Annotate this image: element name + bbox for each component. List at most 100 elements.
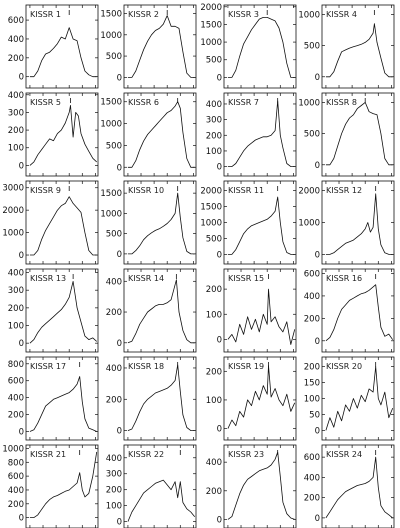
panel-23-frame (223, 444, 297, 528)
panel-11-ytick-label-0: 0 (217, 250, 222, 260)
panel-2-ytick-label-1: 500 (106, 52, 122, 62)
panel-2-ytick-label-0: 0 (117, 73, 122, 83)
panel-9-spectrum-line (29, 196, 97, 256)
panel-19-spectrum-line (227, 365, 296, 429)
panel-4-label: KISSR 4 (326, 10, 357, 19)
panel-11-ytick-label-1: 500 (206, 234, 222, 244)
panel-19-ytick-label-1: 100 (206, 396, 222, 406)
panel-23-ytick-label-0: 0 (217, 515, 222, 525)
panel-16-label: KISSR 16 (326, 274, 362, 283)
panel-16-ytick-label-1: 200 (304, 314, 320, 324)
panel-10-ytick-label-2: 1000 (100, 209, 122, 219)
panel-22-ytick-label-4: 400 (106, 454, 122, 464)
panel-12-spectrum-line (325, 193, 393, 255)
panel-7-ytick-label-0: 0 (217, 163, 222, 173)
panel-1: 0 200 400 600 KISSR 1 (8, 4, 99, 89)
panel-13-ytick-label-1: 100 (8, 322, 24, 332)
panel-21-ytick-label-4: 800 (8, 458, 24, 468)
panel-2-label: KISSR 2 (128, 10, 159, 19)
panel-17-label: KISSR 17 (30, 362, 66, 371)
panel-17-ytick-label-1: 200 (8, 411, 24, 421)
panel-17-spectrum-line (29, 376, 97, 432)
panel-9-ytick-label-3: 3000 (2, 184, 24, 194)
panel-11-ytick-label-3: 1500 (200, 203, 222, 213)
panel-21-ytick-label-2: 400 (8, 486, 24, 496)
panel-15-frame (223, 268, 297, 353)
panel-1-ytick-label-1: 200 (8, 54, 24, 64)
panel-10-frame (123, 180, 197, 265)
panel-14-spectrum-line (127, 279, 195, 344)
panel-17-ytick-label-3: 600 (8, 377, 24, 387)
panel-5-ytick-label-1: 100 (8, 144, 24, 154)
panel-20: 0 50 100 150 200 KISSR 20 (304, 356, 395, 441)
panel-12-label: KISSR 12 (326, 186, 362, 195)
panel-21-label: KISSR 21 (30, 450, 66, 459)
panel-6-ytick-label-3: 1500 (100, 98, 122, 108)
panel-14: 0 200 400 KISSR 14 (106, 268, 197, 353)
panel-15-ytick-label-1: 100 (206, 310, 222, 320)
panel-21-spectrum-line (29, 451, 98, 518)
panel-19-ytick-label-2: 200 (206, 367, 222, 377)
panel-1-ytick-label-0: 0 (19, 73, 24, 83)
panel-10-spectrum-line (127, 192, 195, 255)
panel-5: 0 100 200 300 400 KISSR 5 (8, 91, 99, 177)
panel-11-ytick-label-2: 1000 (200, 219, 222, 229)
panel-11-label: KISSR 11 (228, 186, 264, 195)
panel-6: 0 500 1000 1500 KISSR 6 (100, 92, 197, 177)
panel-7-spectrum-line (227, 100, 295, 168)
panel-12: 0 1000 2000 KISSR 12 (298, 180, 395, 265)
panel-22-ytick-label-3: 300 (106, 470, 122, 480)
panel-15-label: KISSR 15 (228, 274, 264, 283)
panel-3-label: KISSR 3 (228, 10, 259, 19)
panel-6-ytick-label-2: 1000 (100, 120, 122, 130)
panel-7-ytick-label-2: 200 (206, 131, 222, 141)
panel-19-label: KISSR 19 (228, 362, 264, 371)
panel-5-frame (25, 92, 99, 177)
panel-6-spectrum-line (127, 101, 195, 168)
panel-16-ytick-label-3: 600 (304, 269, 320, 279)
panel-17-ytick-label-0: 0 (19, 428, 24, 438)
panel-5-ytick-label-2: 200 (8, 126, 24, 136)
panel-22-frame (123, 444, 197, 528)
panel-4-frame (321, 4, 395, 89)
panel-22: 010020030040001020304050KISSR 22 (106, 444, 197, 528)
panel-5-label: KISSR 5 (30, 98, 61, 107)
panel-1-ytick-label-2: 400 (8, 35, 24, 45)
panel-7-ytick-label-1: 100 (206, 147, 222, 157)
panel-18-label: KISSR 18 (128, 362, 164, 371)
panel-21: 0200400600800100001020304050KISSR 21 (2, 444, 99, 528)
panel-8-ytick-label-1: 500 (304, 130, 320, 140)
panel-2: 0 500 1000 1500 KISSR 2 (100, 4, 197, 89)
panel-1-spectrum-line (29, 27, 97, 78)
panel-11-ytick-label-4: 2000 (200, 187, 222, 197)
panel-18-spectrum-line (127, 364, 195, 432)
panel-9-ytick-label-0: 0 (19, 251, 24, 261)
panel-15-ytick-label-0: 0 (217, 335, 222, 345)
panel-13-ytick-label-4: 400 (8, 269, 24, 279)
panel-19-frame (223, 356, 297, 441)
panel-21-ytick-label-3: 600 (8, 472, 24, 482)
panel-5-ytick-label-3: 300 (8, 108, 24, 118)
panel-4-ytick-label-2: 1000 (298, 10, 320, 20)
panel-21-ytick-label-5: 1000 (2, 444, 24, 454)
panel-6-ytick-label-0: 0 (117, 163, 122, 173)
panel-10-label: KISSR 10 (128, 186, 164, 195)
panel-17-ytick-label-4: 800 (8, 360, 24, 370)
panel-5-ytick-label-0: 0 (19, 161, 24, 171)
panel-15: 0 100 200 KISSR 15 (206, 268, 297, 353)
panel-11: 0 500 1000 1500 2000 KISSR 11 (200, 180, 297, 265)
panel-18-ytick-label-1: 200 (106, 395, 122, 405)
panel-7-label: KISSR 7 (228, 98, 259, 107)
panel-13-ytick-label-0: 0 (19, 339, 24, 349)
panel-20-ytick-label-2: 100 (304, 395, 320, 405)
panel-8-ytick-label-2: 1000 (298, 98, 320, 108)
panel-18-ytick-label-2: 400 (106, 364, 122, 374)
panel-16-ytick-label-2: 400 (304, 292, 320, 302)
panel-3-frame (223, 4, 297, 89)
panel-3-spectrum-line (227, 16, 295, 78)
panel-8-spectrum-line (325, 102, 393, 166)
panel-16: 0 200 400 600 KISSR 16 (304, 268, 395, 353)
panel-9: 0 1000 2000 3000 KISSR 9 (2, 180, 99, 265)
panel-9-ytick-label-2: 2000 (2, 206, 24, 216)
panel-24-spectrum-line (325, 456, 393, 519)
